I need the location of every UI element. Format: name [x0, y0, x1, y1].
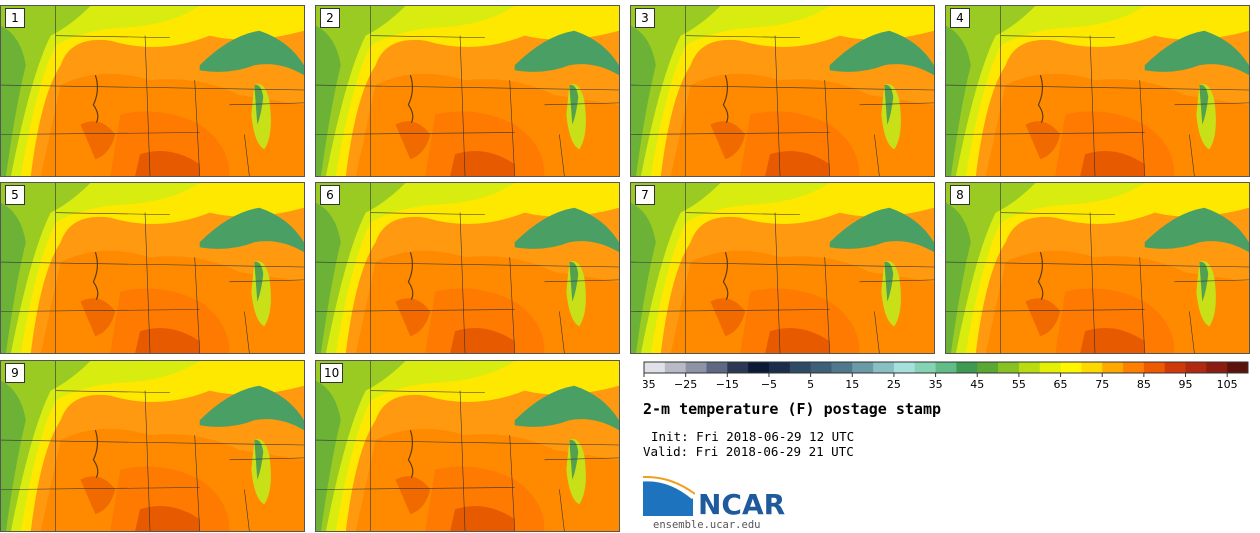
panel-label: 10 — [320, 363, 344, 383]
member-panel: 6 — [315, 182, 620, 354]
colorbar-bin — [685, 362, 707, 373]
temperature-map — [1, 361, 304, 531]
colorbar-bin — [852, 362, 874, 373]
colorbar-tick-label: −15 — [716, 378, 739, 391]
colorbar-tick-label: 55 — [1012, 378, 1026, 391]
colorbar-tick-label: 105 — [1217, 378, 1238, 391]
colorbar-tick-label: 5 — [807, 378, 814, 391]
colorbar-bin — [977, 362, 999, 373]
temperature-map — [631, 6, 934, 176]
colorbar-bin — [1185, 362, 1207, 373]
temperature-map — [1, 183, 304, 353]
member-panel: 5 — [0, 182, 305, 354]
colorbar-bin — [956, 362, 978, 373]
init-time: Init: Fri 2018-06-29 12 UTC — [651, 429, 855, 444]
ncar-logo-icon — [643, 476, 695, 516]
colorbar-bin — [935, 362, 957, 373]
panel-label: 4 — [950, 8, 970, 28]
colorbar-bin — [727, 362, 749, 373]
member-panel: 4 — [945, 5, 1250, 177]
colorbar-tick-label: −5 — [761, 378, 777, 391]
colorbar-bin — [1102, 362, 1124, 373]
colorbar-tick-label: −25 — [674, 378, 697, 391]
colorbar-bin — [1143, 362, 1166, 373]
colorbar-bin — [810, 362, 832, 373]
panel-label: 1 — [5, 8, 25, 28]
panel-label: 5 — [5, 185, 25, 205]
temperature-map — [316, 6, 619, 176]
panel-label: 9 — [5, 363, 25, 383]
colorbar-tick-label: 75 — [1095, 378, 1109, 391]
member-panel: 3 — [630, 5, 935, 177]
colorbar-bin — [706, 362, 728, 373]
temperature-map — [316, 183, 619, 353]
colorbar-tick-label: 85 — [1137, 378, 1151, 391]
colorbar-tick-label: 25 — [887, 378, 901, 391]
colorbar-bin — [748, 362, 770, 373]
member-panel: 1 — [0, 5, 305, 177]
colorbar-bin — [914, 362, 937, 373]
colorbar-bin — [1164, 362, 1187, 373]
colorbar-bin — [1206, 362, 1228, 373]
colorbar-bin — [998, 362, 1020, 373]
chart-title: 2-m temperature (F) postage stamp — [643, 400, 942, 418]
ncar-logo-text: NCAR — [698, 488, 786, 521]
colorbar-bin — [873, 362, 895, 373]
panel-label: 3 — [635, 8, 655, 28]
site-url: ensemble.ucar.edu — [653, 519, 761, 531]
panel-label: 2 — [320, 8, 340, 28]
panel-label: 6 — [320, 185, 340, 205]
panel-label: 7 — [635, 185, 655, 205]
member-panel: 2 — [315, 5, 620, 177]
colorbar-bin — [1227, 362, 1249, 373]
colorbar-bin — [1081, 362, 1103, 373]
colorbar-bin — [664, 362, 687, 373]
colorbar-frame — [643, 361, 1249, 374]
colorbar-bin — [1018, 362, 1041, 373]
colorbar-tick-label: −35 — [643, 378, 656, 391]
member-panel: 10 — [315, 360, 620, 532]
colorbar-tick-label: 15 — [845, 378, 859, 391]
colorbar-bin — [1060, 362, 1082, 373]
colorbar-tick-label: 95 — [1179, 378, 1193, 391]
colorbar-bin — [1123, 362, 1145, 373]
temperature-map — [946, 6, 1249, 176]
colorbar-bin — [789, 362, 812, 373]
colorbar-tick-label: 35 — [929, 378, 943, 391]
colorbar: −35−25−15−55152535455565758595105115 — [643, 361, 1249, 391]
valid-time: Valid: Fri 2018-06-29 21 UTC — [643, 444, 854, 459]
temperature-map — [946, 183, 1249, 353]
colorbar-tick-label: 65 — [1054, 378, 1068, 391]
colorbar-bin — [768, 362, 791, 373]
colorbar-bin — [831, 362, 853, 373]
temperature-map — [316, 361, 619, 531]
colorbar-tick-label: 45 — [970, 378, 984, 391]
temperature-map — [1, 6, 304, 176]
colorbar-bin — [893, 362, 916, 373]
colorbar-bin — [1039, 362, 1062, 373]
temperature-map — [631, 183, 934, 353]
member-panel: 8 — [945, 182, 1250, 354]
panel-label: 8 — [950, 185, 970, 205]
member-panel: 7 — [630, 182, 935, 354]
colorbar-bin — [644, 362, 666, 373]
member-panel: 9 — [0, 360, 305, 532]
